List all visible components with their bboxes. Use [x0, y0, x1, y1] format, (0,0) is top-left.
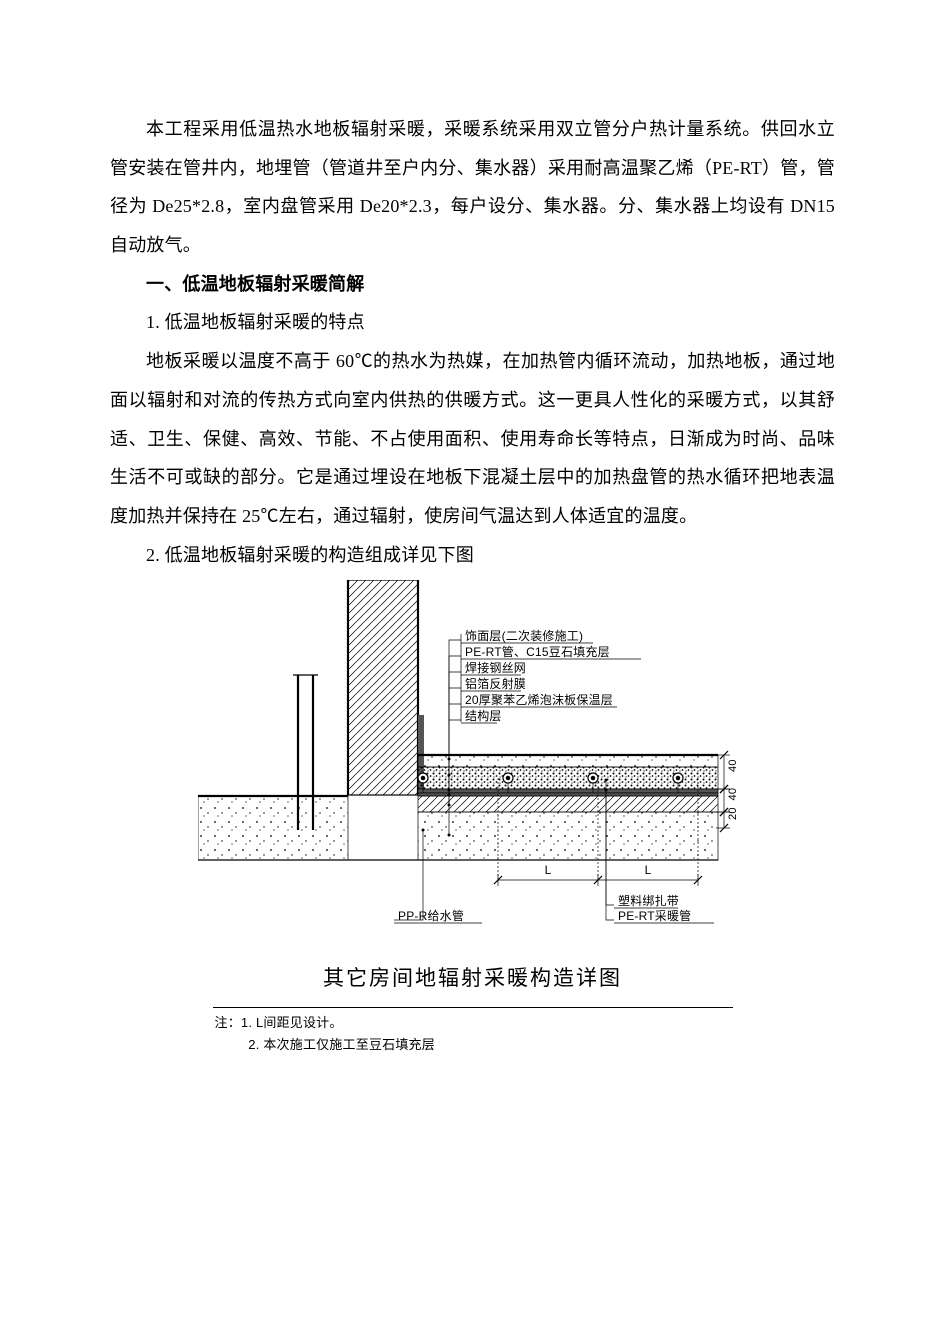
svg-text:40: 40 [727, 760, 739, 773]
subheading-1: 1. 低温地板辐射采暖的特点 [110, 303, 835, 342]
svg-text:20厚聚苯乙烯泡沫板保温层: 20厚聚苯乙烯泡沫板保温层 [465, 693, 613, 707]
section-heading-1: 一、低温地板辐射采暖简解 [110, 265, 835, 304]
subheading-2: 2. 低温地板辐射采暖的构造组成详见下图 [110, 536, 835, 575]
intro-paragraph: 本工程采用低温热水地板辐射采暖，采暖系统采用双立管分户热计量系统。供回水立管安装… [110, 110, 835, 265]
body-paragraph-1: 地板采暖以温度不高于 60℃的热水为热媒，在加热管内循环流动，加热地板，通过地面… [110, 342, 835, 535]
diagram-notes: 注：1. L间距见设计。 2. 本次施工仅施工至豆石填充层 [213, 1007, 733, 1056]
diagram-title: 其它房间地辐射采暖构造详图 [110, 956, 835, 1001]
svg-text:焊接钢丝网: 焊接钢丝网 [465, 660, 526, 675]
svg-text:塑料绑扎带: 塑料绑扎带 [618, 893, 679, 908]
svg-text:结构层: 结构层 [465, 708, 502, 723]
svg-text:20: 20 [727, 808, 739, 821]
diagram-container: 饰面层(二次装修施工)PE-RT管、C15豆石填充层焊接钢丝网铝箔反射膜 20厚聚… [110, 580, 835, 950]
svg-text:L: L [644, 863, 651, 877]
svg-text:饰面层(二次装修施工): 饰面层(二次装修施工) [465, 628, 583, 643]
svg-text:PE-RT采暖管: PE-RT采暖管 [618, 908, 691, 923]
svg-text:40: 40 [727, 788, 739, 801]
diagram-note-line: 注：1. L间距见设计。 [215, 1012, 733, 1034]
svg-text:PE-RT管、C15豆石填充层: PE-RT管、C15豆石填充层 [465, 644, 610, 659]
svg-text:PP-R给水管: PP-R给水管 [398, 908, 464, 923]
svg-text:L: L [544, 863, 551, 877]
diagram-note-line: 2. 本次施工仅施工至豆石填充层 [215, 1034, 733, 1056]
construction-diagram: 饰面层(二次装修施工)PE-RT管、C15豆石填充层焊接钢丝网铝箔反射膜 20厚聚… [198, 580, 748, 950]
svg-text:铝箔反射膜: 铝箔反射膜 [465, 676, 526, 691]
document-page: 本工程采用低温热水地板辐射采暖，采暖系统采用双立管分户热计量系统。供回水立管安装… [0, 0, 945, 1337]
